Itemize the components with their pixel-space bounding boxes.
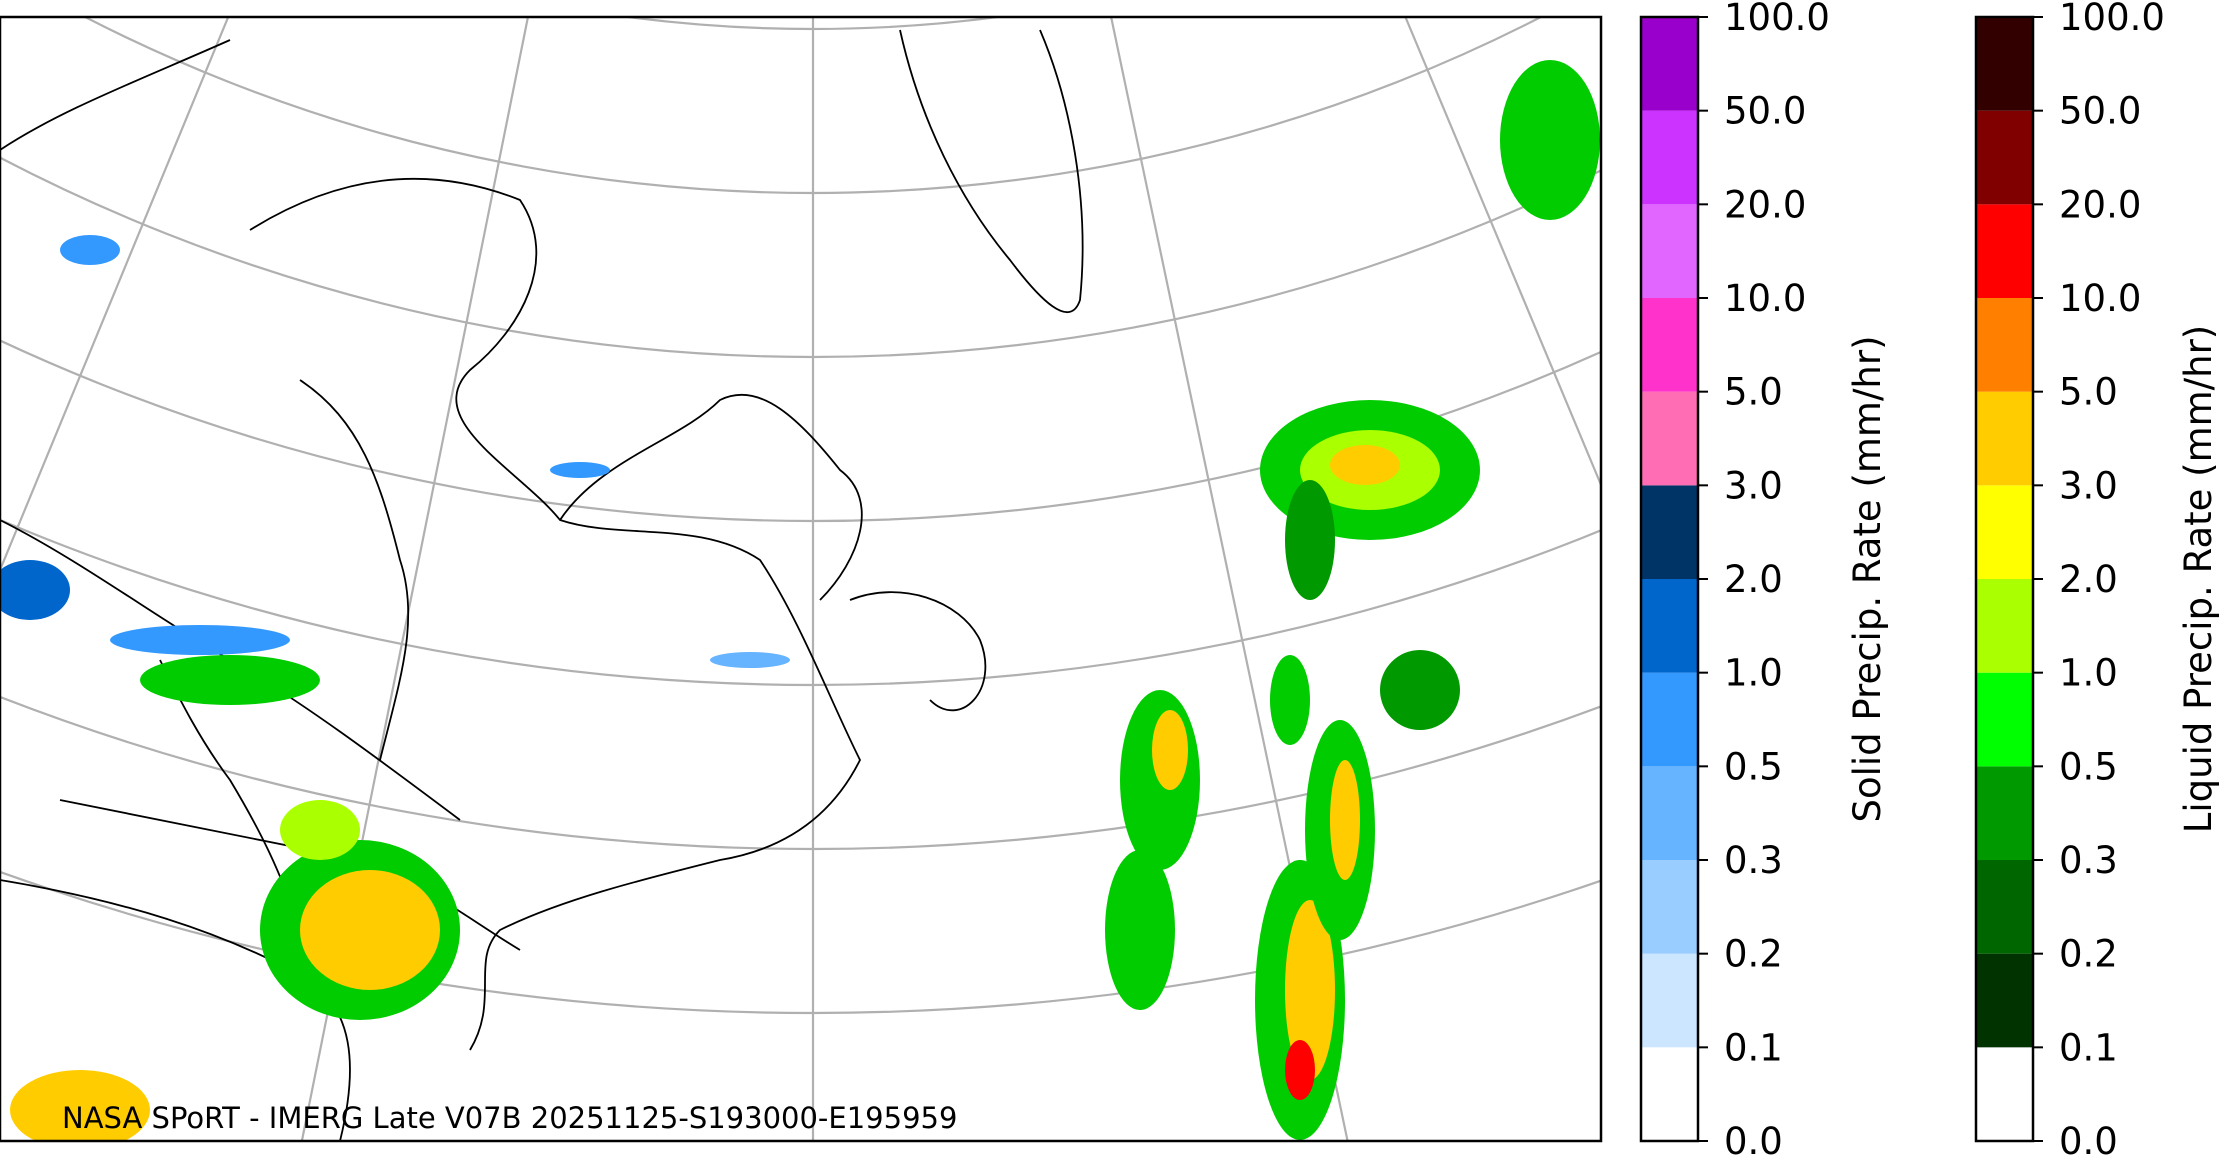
- colorbar-segment: [1641, 860, 1698, 954]
- colorbar-tick-label: 0.1: [1724, 1026, 1783, 1069]
- colorbar-tick-label: 2.0: [2059, 558, 2118, 601]
- colorbar-tick-label: 1.0: [1724, 652, 1783, 695]
- colorbar-segment: [1641, 953, 1698, 1048]
- map-frame: [0, 15, 1603, 1143]
- colorbar-tick-label: 10.0: [1724, 277, 1806, 320]
- precip-fields: [0, 60, 1600, 1141]
- colorbar-segment: [1976, 766, 2033, 860]
- colorbar-segment: [1976, 17, 2033, 111]
- colorbar-segment: [1641, 391, 1698, 486]
- colorbar-tick-label: 50.0: [2059, 90, 2141, 133]
- colorbar-tick-label: 5.0: [1724, 371, 1783, 414]
- colorbar-segment: [1976, 860, 2033, 954]
- colorbar-tick-label: 1.0: [2059, 652, 2118, 695]
- colorbar-tick-label: 2.0: [1724, 558, 1783, 601]
- colorbar-tick-label: 50.0: [1724, 90, 1806, 133]
- colorbar-tick-label: 20.0: [1724, 183, 1806, 226]
- colorbar-tick-label: 0.2: [2059, 933, 2118, 976]
- coastlines: [0, 29, 1084, 1141]
- colorbar-tick-label: 0.0: [1724, 1120, 1783, 1163]
- colorbar-segment: [1641, 110, 1698, 205]
- colorbar-tick-label: 0.0: [2059, 1120, 2118, 1163]
- colorbar-tick-label: 0.3: [2059, 839, 2118, 882]
- colorbar-tick-label: 0.5: [2059, 745, 2118, 788]
- colorbar-segment: [1641, 485, 1698, 579]
- colorbar-tick-label: 0.5: [1724, 745, 1783, 788]
- colorbar-tick-label: 100.0: [2059, 0, 2165, 39]
- colorbar-segment: [1641, 1047, 1698, 1141]
- colorbar-segment: [1641, 766, 1698, 860]
- colorbar-segment: [1976, 953, 2033, 1048]
- colorbar-tick-label: 3.0: [2059, 464, 2118, 507]
- colorbar-segment: [1976, 579, 2033, 673]
- colorbars: 0.0 0.1 0.2 0.3 0.5 1.0 2.0 3.0 5.0 10.0 20.0 50.0 1…: [1639, 0, 2220, 1163]
- colorbar-label: Solid Precip. Rate (mm/hr): [1846, 335, 1889, 822]
- colorbar-tick-label: 0.3: [1724, 839, 1783, 882]
- colorbar-segment: [1976, 110, 2033, 205]
- colorbar-tick-label: 3.0: [1724, 464, 1783, 507]
- colorbar-tick-label: 20.0: [2059, 183, 2141, 226]
- credit-text: NASA SPoRT - IMERG Late V07B 20251125-S1…: [62, 1101, 957, 1135]
- colorbar-segment: [1976, 672, 2033, 767]
- colorbar-segment: [1976, 485, 2033, 579]
- colorbar-tick-label: 10.0: [2059, 277, 2141, 320]
- colorbar-segment: [1976, 1047, 2033, 1141]
- colorbar-segment: [1976, 204, 2033, 298]
- colorbar-label: Liquid Precip. Rate (mm/hr): [2177, 325, 2220, 834]
- colorbar-segment: [1641, 298, 1698, 392]
- colorbar-tick-label: 5.0: [2059, 371, 2118, 414]
- colorbar-segment: [1641, 579, 1698, 673]
- colorbar-segment: [1641, 672, 1698, 767]
- colorbar-segment: [1641, 204, 1698, 298]
- colorbar-segment: [1976, 298, 2033, 392]
- colorbar-tick-label: 0.1: [2059, 1026, 2118, 1069]
- colorbar-tick-label: 100.0: [1724, 0, 1830, 39]
- colorbar-tick-label: 0.2: [1724, 933, 1783, 976]
- colorbar-segment: [1641, 17, 1698, 111]
- colorbar-segment: [1976, 391, 2033, 486]
